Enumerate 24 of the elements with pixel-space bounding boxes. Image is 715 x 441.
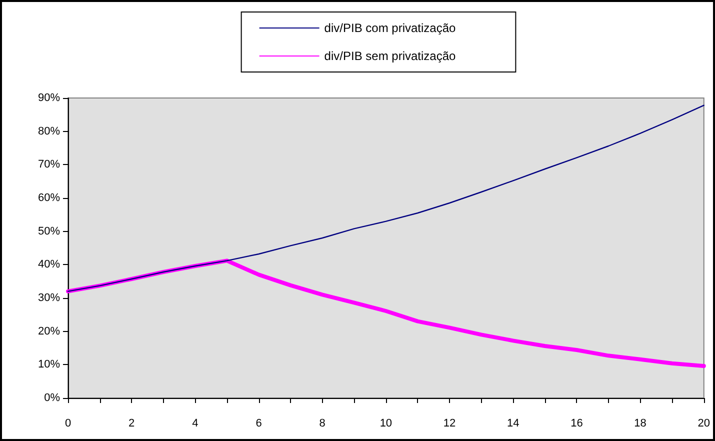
x-tick-label: 20 — [698, 418, 710, 430]
y-tick-label: 90% — [38, 92, 60, 104]
y-tick-label: 10% — [38, 358, 60, 371]
x-tick-label: 16 — [570, 418, 583, 430]
x-tick-label: 6 — [256, 418, 262, 430]
y-tick-label: 80% — [38, 125, 60, 138]
legend-label: div/PIB com privatização — [324, 21, 456, 35]
x-tick-label: 0 — [64, 418, 72, 430]
x-tick-label: 2 — [128, 418, 135, 430]
x-tick-label: 12 — [443, 418, 456, 430]
y-tick-label: 70% — [38, 158, 60, 171]
x-tick-label: 4 — [192, 418, 198, 430]
x-tick-label: 18 — [634, 418, 646, 430]
y-tick-label: 60% — [38, 192, 60, 204]
y-tick-label: 40% — [38, 258, 60, 271]
y-tick-label: 30% — [38, 292, 60, 304]
y-tick-label: 20% — [38, 325, 60, 338]
x-tick-label: 14 — [506, 418, 520, 430]
y-tick-label: 0% — [44, 392, 60, 404]
x-tick-label: 10 — [380, 418, 392, 430]
y-tick-label: 50% — [38, 225, 60, 238]
legend-label: div/PIB sem privatização — [324, 49, 456, 63]
line-series — [67, 104, 704, 292]
x-tick-label: 8 — [319, 418, 326, 430]
